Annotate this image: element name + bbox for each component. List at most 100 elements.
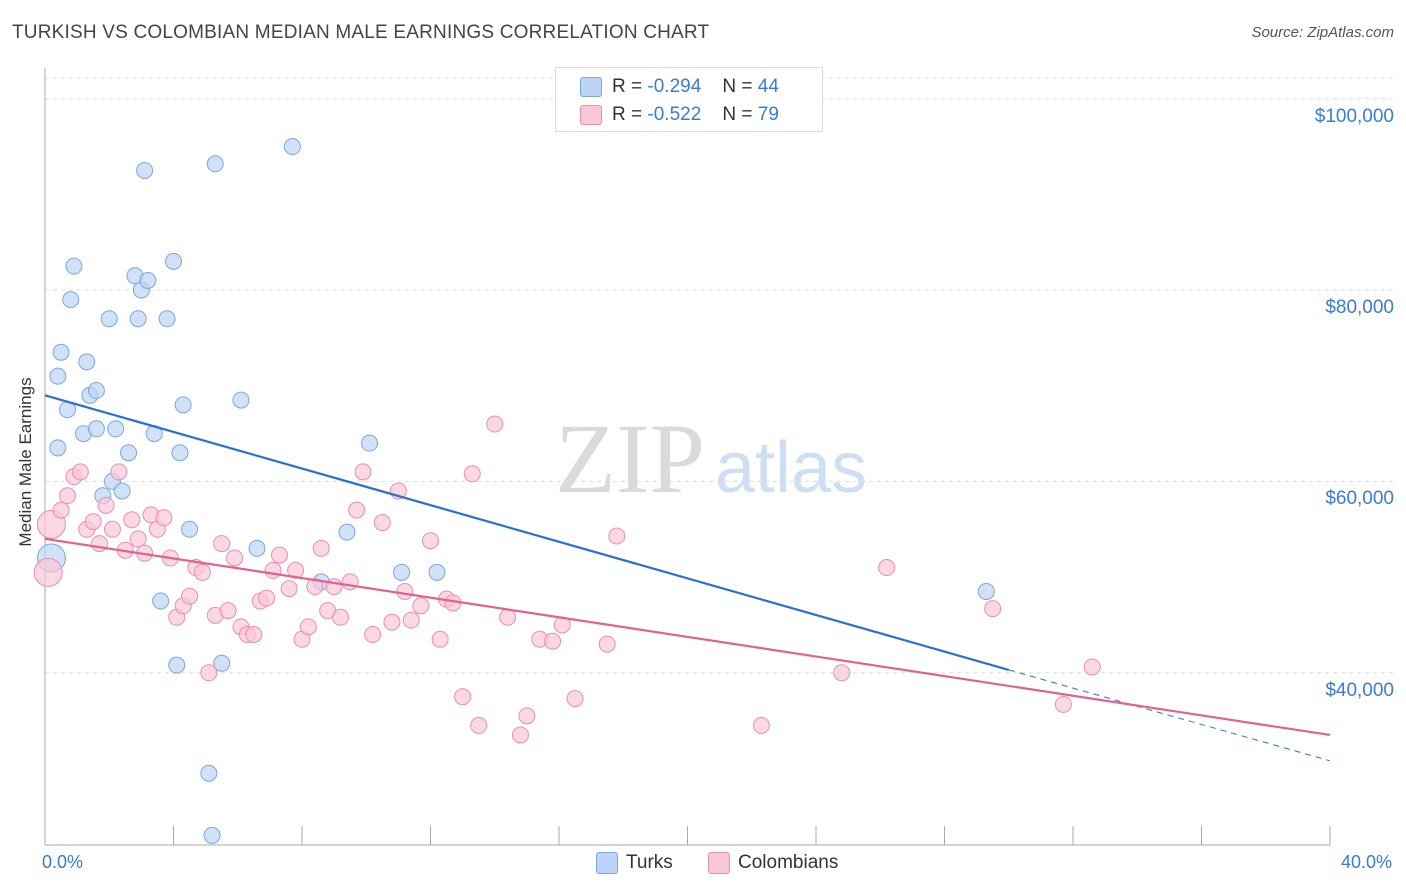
- turks-point: [49, 367, 67, 385]
- colombians-point: [271, 546, 289, 564]
- colombians-point: [84, 513, 102, 531]
- colombians-point: [264, 561, 282, 579]
- correlation-legend: R = -0.294 N = 44 R = -0.522 N = 79: [555, 67, 823, 132]
- turks-point: [139, 271, 157, 289]
- colombians-point: [354, 463, 372, 481]
- colombians-point: [1083, 658, 1101, 676]
- colombians-point: [878, 559, 896, 577]
- turks-point: [165, 252, 182, 270]
- colombians-point: [499, 608, 517, 626]
- colombians-point: [312, 539, 330, 557]
- turks-point: [158, 310, 176, 328]
- colombians-point: [258, 589, 276, 607]
- colombians-r-label: R =: [612, 104, 643, 125]
- turks-r-value: -0.294: [647, 76, 702, 97]
- colombians-point: [91, 535, 109, 553]
- turks-point: [977, 582, 995, 600]
- turks-point: [107, 420, 125, 438]
- x-tick-min: 0.0%: [42, 852, 84, 872]
- turks-point: [171, 444, 189, 462]
- colombians-point: [348, 501, 366, 519]
- colombians-point: [341, 573, 359, 591]
- colombians-point: [566, 690, 584, 708]
- turks-r-label: R =: [612, 76, 643, 97]
- y-tick-label: $40,000: [1325, 679, 1394, 701]
- turks-trend-line: [44, 394, 1010, 671]
- colombians-point: [608, 527, 626, 545]
- colombians-point: [598, 635, 616, 653]
- turks-point: [113, 482, 131, 500]
- colombians-point: [71, 463, 89, 481]
- colombians-point: [402, 611, 420, 629]
- colombians-point: [332, 608, 350, 626]
- colombians-point: [422, 532, 439, 550]
- colombians-point: [412, 597, 430, 615]
- turks-legend-swatch: [596, 852, 618, 874]
- colombians-point: [463, 465, 481, 483]
- y-tick-label: $60,000: [1325, 488, 1394, 510]
- colombians-point: [58, 487, 76, 505]
- colombians-point: [373, 514, 391, 532]
- colombians-point: [486, 415, 504, 433]
- colombians-point: [287, 561, 305, 579]
- turks-point: [65, 257, 83, 275]
- y-tick-label: $100,000: [1314, 105, 1394, 127]
- colombians-point: [396, 582, 414, 600]
- turks-point: [203, 826, 221, 844]
- turks-point: [49, 439, 67, 457]
- colombians-n-label: N =: [722, 104, 753, 125]
- colombians-point: [181, 587, 199, 605]
- turks-point: [213, 654, 231, 672]
- turks-point: [100, 310, 118, 328]
- chart-title: TURKISH VS COLOMBIAN MEDIAN MALE EARNING…: [12, 22, 710, 43]
- colombians-point: [155, 509, 173, 527]
- colombians-point: [431, 630, 449, 648]
- turks-point: [360, 434, 378, 452]
- colombians-point: [833, 664, 851, 682]
- turks-point: [181, 520, 199, 538]
- turks-point: [393, 563, 411, 581]
- x-tick-max: 40.0%: [1340, 852, 1392, 872]
- watermark-zip: ZIP: [555, 403, 705, 514]
- turks-trend-extension: [1008, 669, 1331, 762]
- y-tick-label: $80,000: [1325, 297, 1394, 319]
- colombians-point: [383, 613, 401, 631]
- colombians-point: [299, 618, 317, 636]
- turks-point: [232, 391, 250, 409]
- colombians-point: [213, 535, 231, 553]
- colombians-point: [129, 530, 147, 548]
- colombians-point: [33, 557, 63, 587]
- turks-point: [168, 656, 186, 674]
- turks-point: [62, 291, 80, 309]
- turks-point: [174, 396, 192, 414]
- turks-swatch: [580, 77, 602, 97]
- turks-legend-label: Turks: [626, 852, 673, 873]
- turks-point: [87, 420, 105, 438]
- colombians-point: [306, 578, 324, 596]
- turks-point: [52, 343, 70, 361]
- turks-point: [152, 592, 170, 610]
- colombians-legend-label: Colombians: [738, 852, 839, 873]
- colombians-point: [518, 707, 536, 725]
- colombians-point: [103, 520, 121, 538]
- colombians-point: [110, 463, 128, 481]
- turks-point: [283, 138, 301, 156]
- colombians-point: [470, 716, 488, 734]
- colombians-point: [219, 602, 237, 620]
- colombians-point: [364, 626, 382, 644]
- colombians-point: [984, 600, 1002, 618]
- colombians-point: [200, 664, 218, 682]
- turks-point: [120, 444, 138, 462]
- colombians-point: [544, 632, 562, 650]
- colombians-legend-swatch: [708, 852, 730, 874]
- colombians-point: [123, 511, 141, 529]
- colombians-point: [245, 626, 263, 644]
- turks-point: [136, 161, 154, 179]
- turks-n-label: N =: [722, 76, 753, 97]
- watermark-atlas: atlas: [715, 428, 867, 508]
- colombians-point: [454, 688, 472, 706]
- colombians-swatch: [580, 105, 602, 125]
- turks-point: [428, 563, 446, 581]
- colombians-point: [226, 549, 244, 567]
